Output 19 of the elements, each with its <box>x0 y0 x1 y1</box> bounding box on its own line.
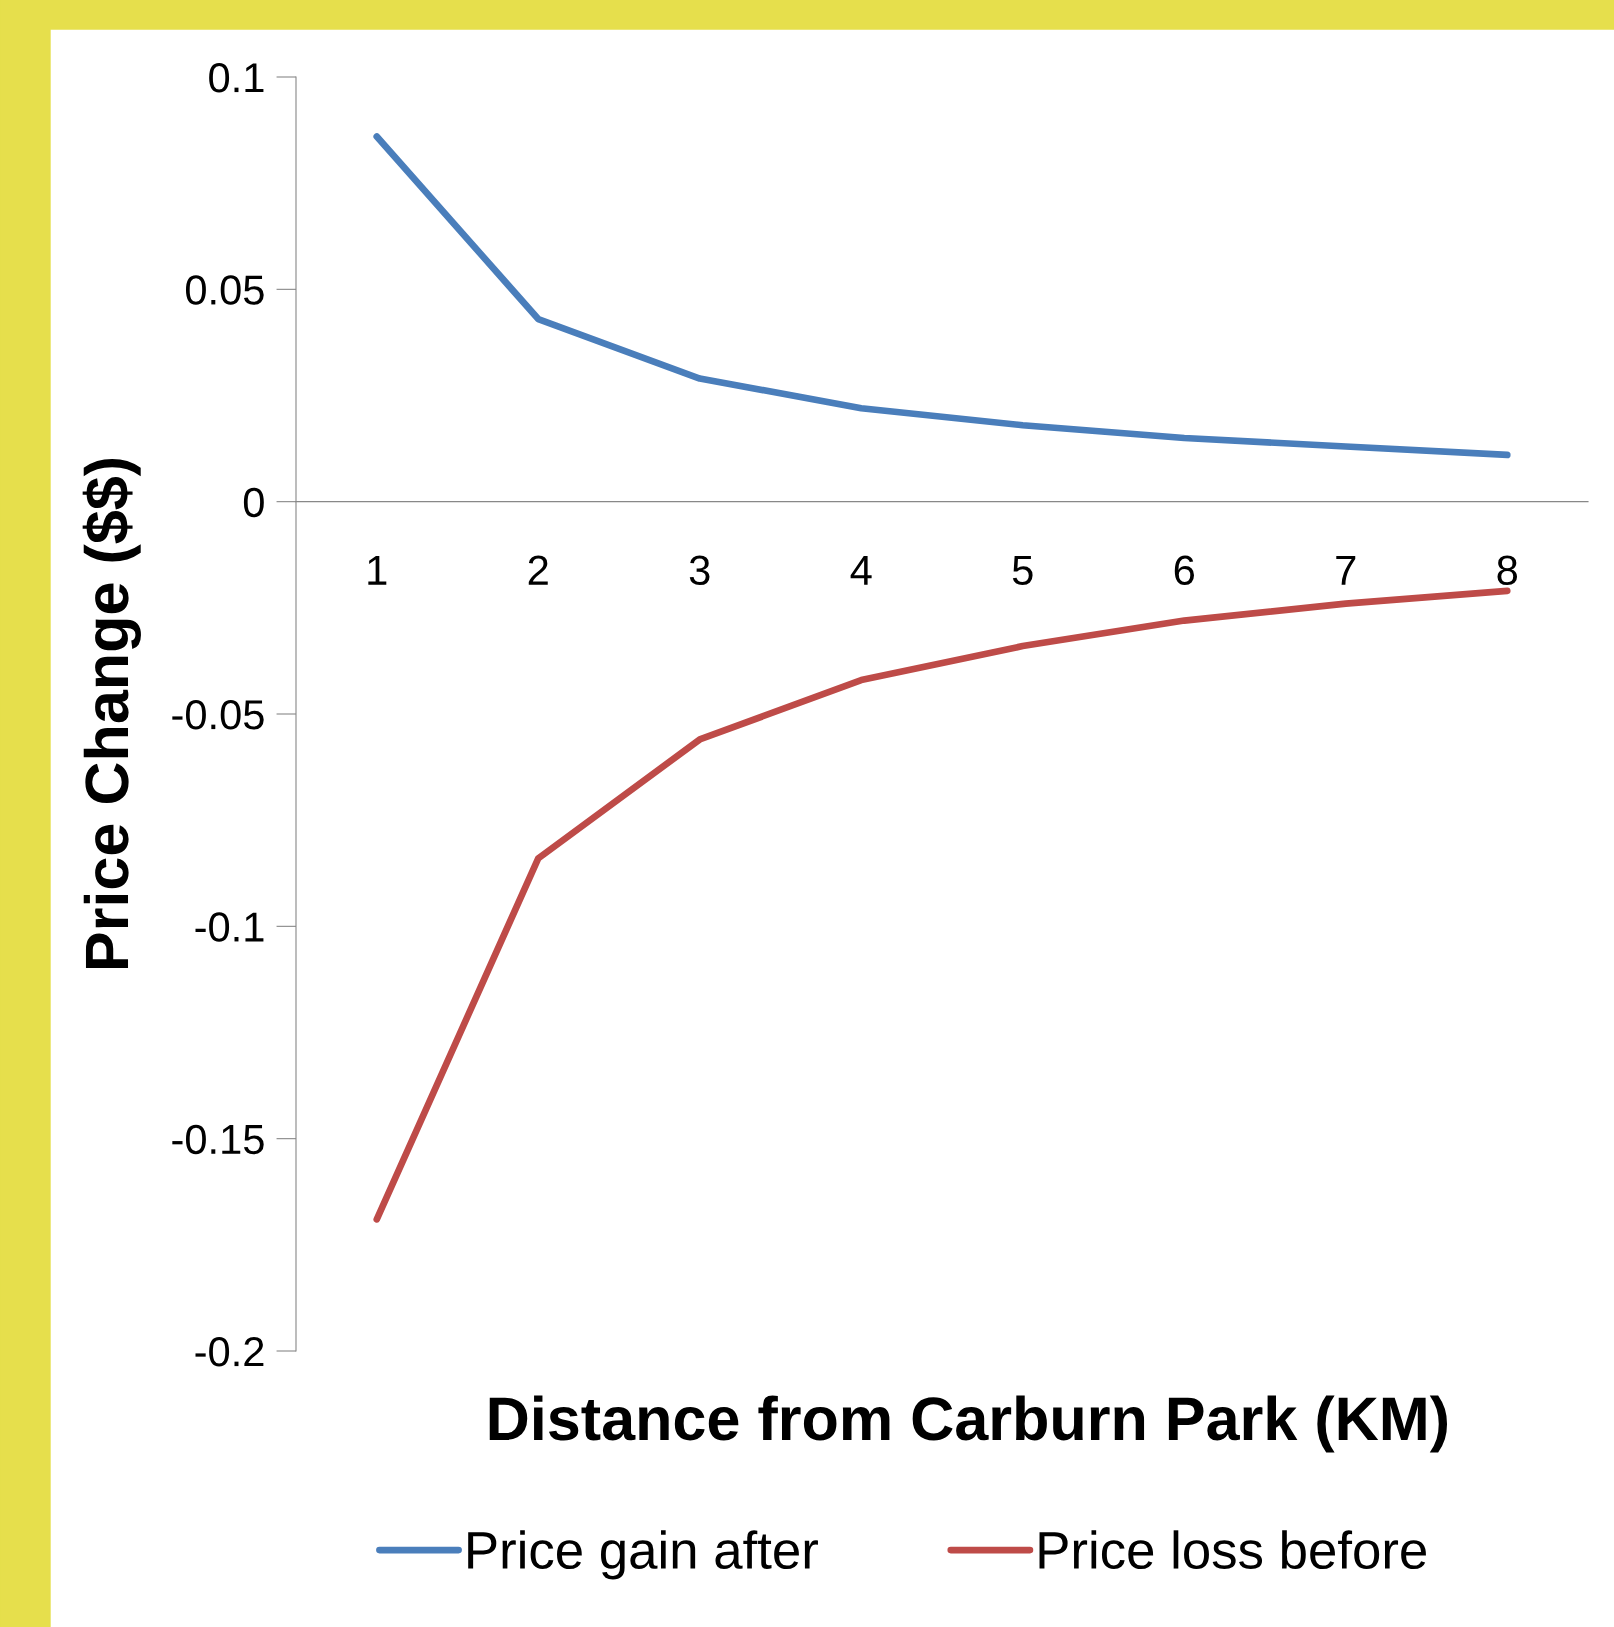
x-tick-label: 5 <box>1012 555 1033 586</box>
x-tick-label: 3 <box>689 555 710 586</box>
x-tick-label: 1 <box>368 555 387 585</box>
y-tick-label: 0 <box>243 487 264 518</box>
legend-label: Price gain after <box>468 1530 818 1580</box>
x-axis-title: Distance from Carburn Park (KM) <box>489 1395 1448 1453</box>
y-tick-label: 0.05 <box>185 275 264 305</box>
legend-label: Price loss before <box>1039 1530 1426 1570</box>
y-axis-title: Price Change ($$) <box>82 458 141 969</box>
x-tick-label: 2 <box>528 555 548 585</box>
x-tick-label: 6 <box>1174 555 1195 586</box>
x-tick-label: 4 <box>850 555 872 585</box>
y-tick-label: 0.1 <box>209 63 264 93</box>
x-tick-label: 7 <box>1336 555 1356 585</box>
y-tick-label: -0.15 <box>172 1124 264 1155</box>
y-tick-label: -0.05 <box>172 700 264 730</box>
y-tick-label: -0.1 <box>195 912 264 942</box>
y-tick-label: -0.2 <box>195 1337 264 1367</box>
x-tick-label: 8 <box>1497 555 1518 586</box>
